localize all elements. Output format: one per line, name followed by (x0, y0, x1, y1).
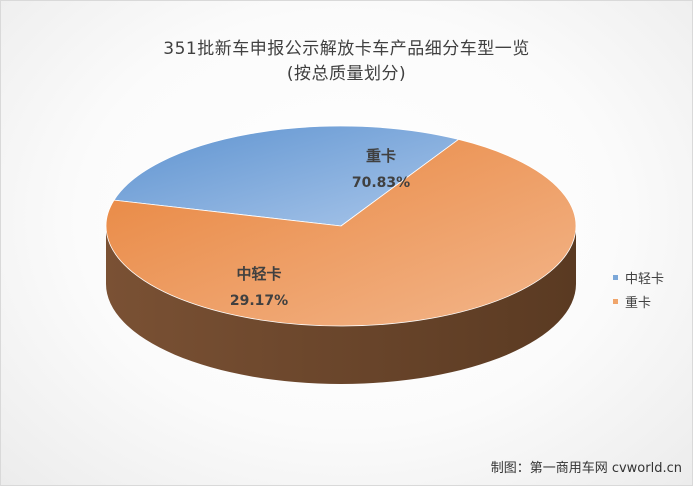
slice-heavy-top (105, 138, 577, 327)
chart-title: 351批新车申报公示解放卡车产品细分车型一览 (163, 39, 530, 59)
chart-legend: 中轻卡 重卡 (613, 265, 664, 313)
slice-light-top (113, 125, 460, 227)
slice-light-label: 中轻卡 (236, 265, 281, 283)
chart-subtitle: (按总质量划分) (286, 64, 407, 84)
legend-label-light: 中轻卡 (625, 271, 665, 287)
slice-heavy-label: 重卡 (366, 147, 396, 165)
slice-heavy-value: 70.83% (352, 175, 410, 191)
chart-credit: 制图：第一商用车网 cvworld.cn (490, 461, 682, 476)
legend-item-light: 中轻卡 (613, 265, 664, 289)
legend-swatch-light (613, 274, 618, 280)
legend-item-heavy: 重卡 (613, 289, 664, 313)
slice-light-value: 29.17% (230, 293, 288, 309)
slice-heavy-side (106, 226, 576, 384)
legend-swatch-heavy (613, 298, 618, 304)
legend-label-heavy: 重卡 (625, 295, 652, 311)
